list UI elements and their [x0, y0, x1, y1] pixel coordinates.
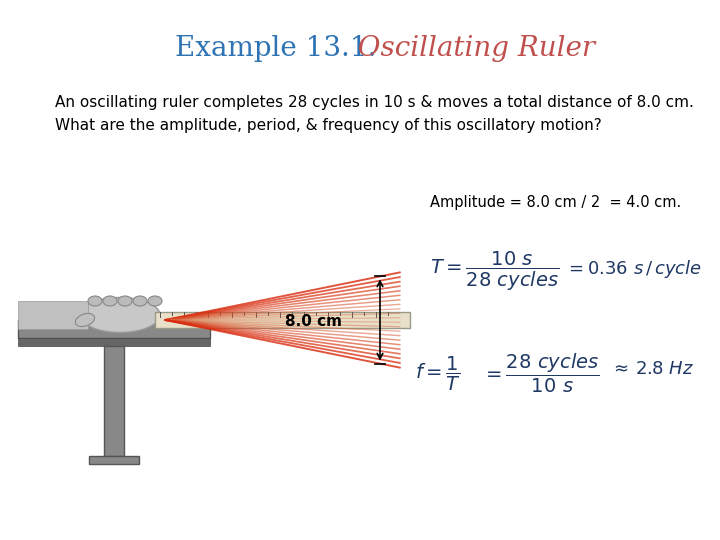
Text: $f = \dfrac{1}{T}$: $f = \dfrac{1}{T}$ [415, 355, 461, 393]
Ellipse shape [80, 298, 160, 333]
Ellipse shape [118, 296, 132, 306]
Ellipse shape [148, 296, 162, 306]
Bar [89, 456, 139, 464]
Bar [18, 320, 210, 338]
Text: $= 0.36\ s\,\mathit{/\,cycle}$: $= 0.36\ s\,\mathit{/\,cycle}$ [565, 258, 702, 280]
Text: Amplitude = 8.0 cm / 2  = 4.0 cm.: Amplitude = 8.0 cm / 2 = 4.0 cm. [430, 195, 681, 210]
Text: 8.0 cm: 8.0 cm [285, 314, 342, 329]
Ellipse shape [88, 296, 102, 306]
Ellipse shape [164, 313, 172, 321]
Text: An oscillating ruler completes 28 cycles in 10 s & moves a total distance of 8.0: An oscillating ruler completes 28 cycles… [55, 95, 694, 110]
Ellipse shape [133, 296, 147, 306]
Text: Oscillating Ruler: Oscillating Ruler [340, 35, 595, 62]
Text: $T = \dfrac{10\ s}{28\ \mathit{cycles}}$: $T = \dfrac{10\ s}{28\ \mathit{cycles}}$ [430, 250, 559, 293]
Text: What are the amplitude, period, & frequency of this oscillatory motion?: What are the amplitude, period, & freque… [55, 118, 602, 133]
Text: $\approx\, 2.8\ \mathit{Hz}$: $\approx\, 2.8\ \mathit{Hz}$ [610, 360, 694, 378]
Bar [104, 346, 124, 456]
Bar [18, 301, 88, 329]
Bar [155, 312, 410, 328]
Text: $= \dfrac{28\ \mathit{cycles}}{10\ s}$: $= \dfrac{28\ \mathit{cycles}}{10\ s}$ [482, 352, 600, 395]
Text: Example 13.1.: Example 13.1. [175, 35, 377, 62]
Ellipse shape [103, 296, 117, 306]
Ellipse shape [76, 313, 94, 327]
Bar [18, 338, 210, 346]
